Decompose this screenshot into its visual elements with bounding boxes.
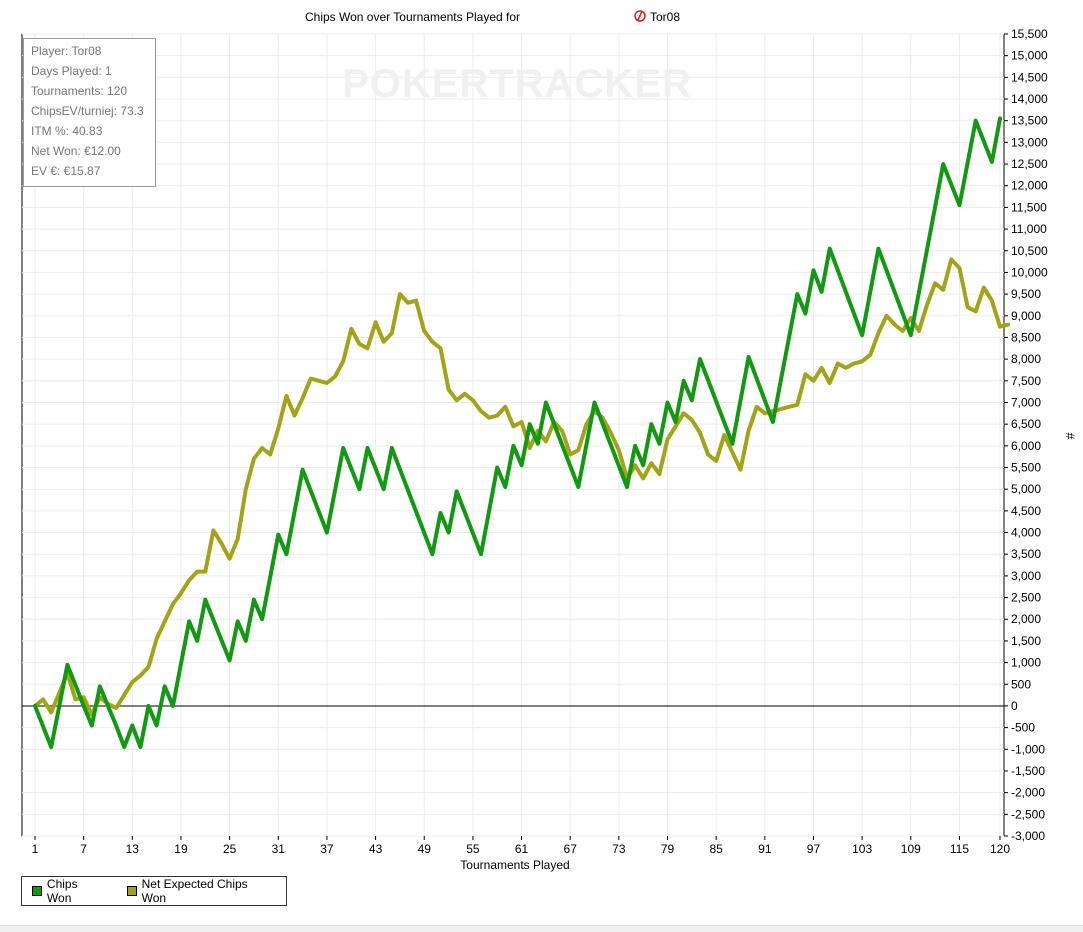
series-group <box>33 116 1011 750</box>
y-tick-label: 2,000 <box>1011 612 1041 626</box>
stat-tournaments: Tournaments: 120 <box>31 84 128 98</box>
y-tick-label: 12,500 <box>1011 157 1048 171</box>
y-tick-label: 0 <box>1011 699 1018 713</box>
x-tick-label: 97 <box>807 842 821 856</box>
x-tick-label: 19 <box>174 842 188 856</box>
x-axis: 1 7 13 19 25 31 37 43 49 55 61 67 73 79 85 91 97 103 109 11… <box>32 836 1010 856</box>
y-tick-label: 9,500 <box>1011 287 1041 301</box>
y-tick-label: 6,000 <box>1011 439 1041 453</box>
x-tick-label: 31 <box>272 842 286 856</box>
y-tick-label: 500 <box>1011 677 1031 691</box>
stat-player: Player: Tor08 <box>31 44 102 58</box>
y-axis-label: # <box>1063 433 1077 440</box>
legend-item-chips-won[interactable]: Chips Won <box>32 877 105 905</box>
stats-panel: Player: Tor08 Days Played: 1 Tournaments… <box>23 38 156 187</box>
y-tick-label: 8,000 <box>1011 352 1041 366</box>
y-tick-label: 4,500 <box>1011 504 1041 518</box>
y-tick-label: 7,500 <box>1011 374 1041 388</box>
x-tick-label: 37 <box>320 842 334 856</box>
legend-swatch-net-expected <box>126 886 137 896</box>
y-tick-label: 14,500 <box>1011 70 1048 84</box>
legend: Chips Won Net Expected Chips Won <box>21 876 287 906</box>
x-tick-label: 1 <box>32 842 39 856</box>
y-tick-label: 10,500 <box>1011 244 1048 258</box>
y-tick-label: 1,000 <box>1011 656 1041 670</box>
x-tick-label: 7 <box>80 842 87 856</box>
y-tick-label: 3,000 <box>1011 569 1041 583</box>
y-tick-label: 13,500 <box>1011 114 1048 128</box>
stat-days-played: Days Played: 1 <box>31 64 112 78</box>
x-tick-label: 55 <box>466 842 480 856</box>
y-tick-label: 13,000 <box>1011 135 1048 149</box>
y-tick-label: 4,000 <box>1011 526 1041 540</box>
y-tick-label: 1,500 <box>1011 634 1041 648</box>
y-tick-label: 12,000 <box>1011 179 1048 193</box>
stat-ev: EV €: €15.87 <box>31 164 101 178</box>
x-tick-label: 61 <box>515 842 529 856</box>
x-axis-label: Tournaments Played <box>460 858 569 872</box>
y-tick-label: 10,000 <box>1011 265 1048 279</box>
y-tick-label: -500 <box>1011 721 1035 735</box>
pokerstars-icon <box>634 10 646 22</box>
y-tick-label: 15,000 <box>1011 49 1048 63</box>
x-tick-label: 115 <box>950 842 969 856</box>
x-tick-label: 43 <box>369 842 383 856</box>
y-tick-label: 7,000 <box>1011 395 1041 409</box>
y-tick-label: 2,500 <box>1011 591 1041 605</box>
y-tick-label: 5,000 <box>1011 482 1041 496</box>
x-tick-label: 103 <box>852 842 872 856</box>
x-tick-label: 91 <box>758 842 772 856</box>
x-tick-label: 67 <box>564 842 578 856</box>
series-line-net-expected-chips-won <box>33 257 1011 717</box>
stat-chips-ev: ChipsEV/turniej: 73.3 <box>31 104 144 118</box>
chart-title-player: Tor08 <box>650 10 680 24</box>
y-tick-label: 6,500 <box>1011 417 1041 431</box>
watermark: POKERTRACKER <box>342 62 692 106</box>
x-tick-label: 49 <box>418 842 432 856</box>
legend-swatch-chips-won <box>32 886 42 896</box>
y-tick-label: 5,500 <box>1011 461 1041 475</box>
x-tick-label: 120 <box>990 842 1010 856</box>
chart-title-text: Chips Won over Tournaments Played for <box>305 10 520 24</box>
y-tick-label: 14,000 <box>1011 92 1048 106</box>
legend-label-net-expected: Net Expected Chips Won <box>141 877 248 905</box>
y-axis: -3,000 -2,500 -2,000 -1,500 -1,000 -500 0 500 1,… <box>1004 27 1048 843</box>
legend-label-chips-won: Chips Won <box>46 877 78 905</box>
stat-net-won: Net Won: €12.00 <box>31 144 121 158</box>
y-tick-label: 9,000 <box>1011 309 1041 323</box>
y-tick-label: 15,500 <box>1011 27 1048 41</box>
x-tick-label: 85 <box>709 842 723 856</box>
y-tick-label: 3,500 <box>1011 547 1041 561</box>
y-tick-label: 11,500 <box>1011 200 1047 214</box>
y-tick-label: -2,500 <box>1011 807 1045 821</box>
series-line-chips-won <box>33 116 1002 750</box>
legend-item-net-expected[interactable]: Net Expected Chips Won <box>126 877 274 905</box>
y-tick-label: -1,500 <box>1011 764 1045 778</box>
y-tick-label: 8,500 <box>1011 330 1041 344</box>
chart-title: Chips Won over Tournaments Played for To… <box>305 10 680 24</box>
x-tick-label: 79 <box>661 842 675 856</box>
grid <box>22 33 1004 837</box>
stat-itm: ITM %: 40.83 <box>31 124 103 138</box>
x-tick-label: 25 <box>223 842 237 856</box>
status-strip <box>0 925 1083 932</box>
x-tick-label: 109 <box>901 842 921 856</box>
y-tick-label: -1,000 <box>1011 742 1045 756</box>
x-tick-label: 13 <box>126 842 140 856</box>
plot-area <box>21 33 1005 837</box>
y-tick-label: 11,000 <box>1011 222 1047 236</box>
y-tick-label: -2,000 <box>1011 786 1045 800</box>
x-tick-label: 73 <box>612 842 626 856</box>
y-tick-label: -3,000 <box>1011 829 1045 843</box>
